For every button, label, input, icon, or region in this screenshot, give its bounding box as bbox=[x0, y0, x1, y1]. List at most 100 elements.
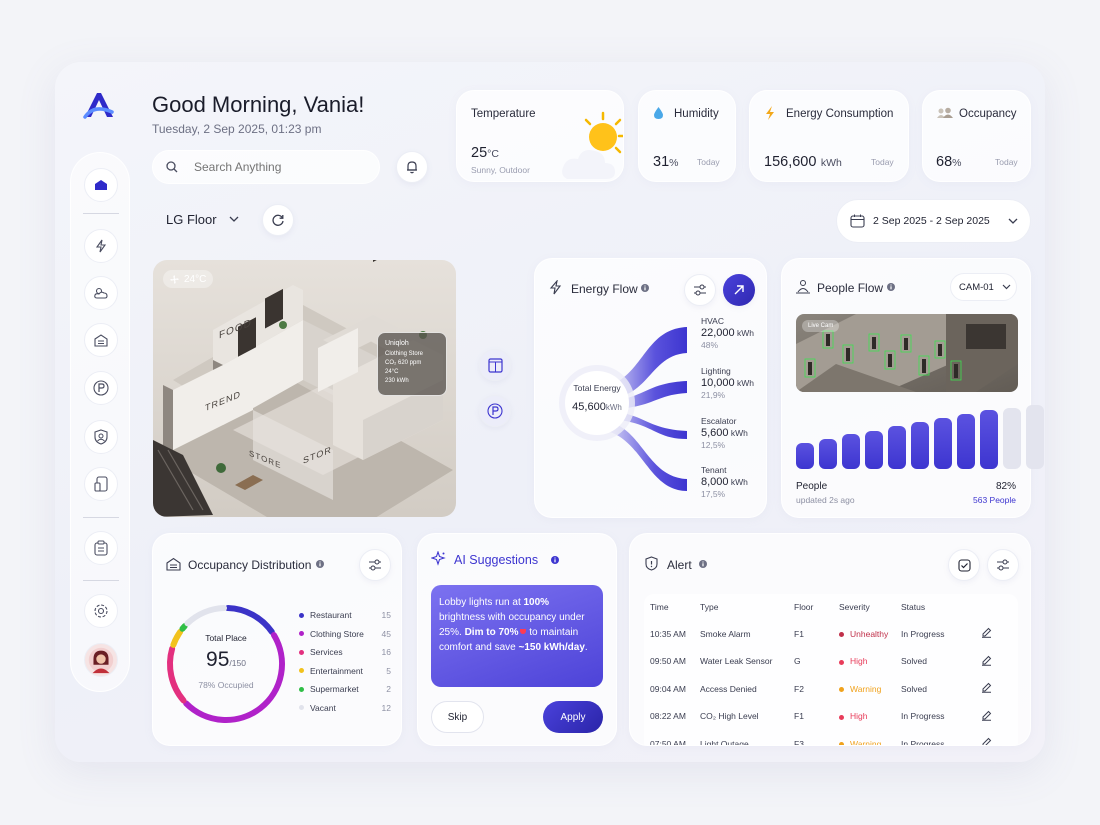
refresh-button[interactable] bbox=[262, 204, 294, 236]
humidity-unit: % bbox=[669, 157, 679, 169]
sidebar-item-security[interactable] bbox=[84, 420, 118, 454]
alert-type: Light Outage bbox=[700, 738, 749, 746]
alert-edit-cell[interactable] bbox=[975, 703, 1018, 731]
temperature-unit: °C bbox=[487, 148, 499, 160]
edit-icon[interactable] bbox=[981, 682, 992, 694]
info-icon bbox=[887, 283, 895, 291]
arrow-up-right-icon bbox=[734, 285, 744, 295]
live-camera-feed[interactable]: Live Cam bbox=[796, 314, 1018, 392]
energy-item-unit: kWh bbox=[730, 477, 748, 487]
checkbox-icon bbox=[957, 558, 971, 572]
sparkle-icon bbox=[431, 551, 446, 566]
store-tooltip[interactable]: Uniqloh Clothing Store CO₂ 620 ppm 24°C … bbox=[377, 332, 447, 396]
map-temp-badge: 24°C bbox=[163, 270, 214, 288]
alert-table-wrap: Time Type Floor Severity Status 10:35 AM Smo… bbox=[644, 594, 1018, 746]
alert-floor: F2 bbox=[794, 683, 804, 694]
edit-icon[interactable] bbox=[981, 655, 992, 666]
temperature-value: 25 bbox=[471, 145, 488, 161]
occupancy-donut-chart bbox=[167, 605, 285, 723]
sidebar-item-reports[interactable] bbox=[84, 531, 118, 565]
floor-map[interactable]: FOOD TREND STORE STOR 24°C Uniqloh Cloth… bbox=[153, 260, 456, 517]
alert-time: 08:22 AM bbox=[650, 711, 686, 722]
refresh-icon bbox=[272, 214, 284, 226]
column-header: Status bbox=[901, 602, 926, 612]
date-time: Tuesday, 2 Sep 2025, 01:23 pm bbox=[152, 122, 322, 136]
avatar[interactable] bbox=[84, 643, 118, 677]
sidebar-item-home[interactable] bbox=[84, 168, 118, 202]
energy-item-value: 5,600 bbox=[701, 427, 729, 439]
humidity-label: Humidity bbox=[674, 108, 719, 120]
people-bar bbox=[1026, 405, 1044, 469]
table-row[interactable]: 09:50 AM Water Leak Sensor G High Solved bbox=[644, 648, 1018, 676]
column-header: Severity bbox=[839, 602, 870, 612]
donut-segment-clothing-store bbox=[183, 632, 285, 723]
alert-check-button[interactable] bbox=[948, 549, 980, 581]
severity-label: Warning bbox=[850, 683, 882, 694]
search-icon bbox=[166, 161, 178, 173]
table-row[interactable]: 09:04 AM Access Denied F2 Warning Solved bbox=[644, 675, 1018, 703]
table-row[interactable]: 08:22 AM CO₂ High Level F1 High In Progr… bbox=[644, 703, 1018, 731]
sidebar-item-weather[interactable] bbox=[84, 276, 118, 310]
floor-select[interactable]: LG Floor bbox=[152, 202, 247, 236]
energy-filter-button[interactable] bbox=[684, 274, 716, 306]
energy-total-value: 45,600 bbox=[572, 401, 606, 413]
alert-edit-cell[interactable] bbox=[975, 620, 1018, 648]
column-header: Time bbox=[650, 602, 669, 612]
building-icon bbox=[94, 334, 108, 347]
people-bar bbox=[819, 439, 837, 469]
notification-button[interactable] bbox=[396, 151, 428, 183]
elevator-icon bbox=[487, 357, 503, 373]
edit-icon[interactable] bbox=[981, 737, 992, 746]
table-row[interactable]: 10:35 AM Smoke Alarm F1 Unhealthy In Pro… bbox=[644, 620, 1018, 648]
camera-select-value: CAM-01 bbox=[959, 281, 994, 293]
date-range-picker[interactable]: 2 Sep 2025 - 2 Sep 2025 bbox=[836, 199, 1031, 243]
view-building-button[interactable] bbox=[479, 349, 511, 381]
alert-type: Access Denied bbox=[700, 683, 757, 694]
legend-dot bbox=[299, 686, 304, 692]
alert-type: Smoke Alarm bbox=[700, 628, 751, 639]
occupancy-value-wrap: 68% bbox=[936, 153, 961, 171]
devices-icon bbox=[94, 476, 108, 492]
alert-floor: G bbox=[794, 656, 801, 667]
edit-icon[interactable] bbox=[981, 627, 992, 639]
alert-edit-cell[interactable] bbox=[975, 675, 1018, 703]
energy-expand-button[interactable] bbox=[723, 274, 755, 306]
table-row[interactable]: 07:50 AM Light Outage F3 Warning In Prog… bbox=[644, 730, 1018, 746]
chevron-down-icon bbox=[1002, 284, 1011, 290]
sidebar-item-energy[interactable] bbox=[84, 229, 118, 263]
legend-item: Entertainment 5 bbox=[299, 662, 391, 680]
energy-item-tenant: Tenant 8,000 kWh 17,5% bbox=[701, 464, 748, 500]
energy-flow-title: Energy Flow bbox=[571, 282, 638, 296]
sidebar-item-settings[interactable] bbox=[84, 594, 118, 628]
search-input[interactable] bbox=[194, 160, 364, 174]
alert-edit-cell[interactable] bbox=[975, 730, 1018, 746]
flow-tenant bbox=[607, 421, 687, 491]
legend-dot bbox=[299, 612, 304, 618]
skip-button[interactable]: Skip bbox=[431, 701, 484, 733]
alert-filter-button[interactable] bbox=[987, 549, 1019, 581]
occupancy-value: 68 bbox=[936, 154, 953, 170]
sidebar-item-parking[interactable] bbox=[84, 371, 118, 405]
sliders-icon bbox=[694, 284, 706, 296]
severity-dot bbox=[839, 632, 844, 637]
edit-icon[interactable] bbox=[981, 710, 992, 721]
energy-item-percent: 48% bbox=[701, 340, 719, 350]
energy-item-percent: 17,5% bbox=[701, 489, 726, 499]
people-bar bbox=[796, 443, 814, 469]
apply-button[interactable]: Apply bbox=[543, 701, 603, 733]
ai-text-3a: 25%. bbox=[439, 627, 465, 638]
alert-edit-cell[interactable] bbox=[975, 648, 1018, 676]
energy-flow-card: Energy Flow Total Energy 45,600kWh HVAC bbox=[534, 258, 767, 518]
people-bar bbox=[911, 422, 929, 469]
search-bar[interactable] bbox=[152, 150, 380, 184]
camera-select[interactable]: CAM-01 bbox=[950, 273, 1017, 301]
sidebar-item-devices[interactable] bbox=[84, 467, 118, 501]
view-parking-button[interactable] bbox=[479, 395, 511, 427]
severity-label: Warning bbox=[850, 738, 882, 746]
energy-sankey bbox=[559, 327, 687, 491]
sidebar-item-building[interactable] bbox=[84, 323, 118, 357]
people-bar bbox=[1003, 408, 1021, 469]
occupancy-dist-title: Occupancy Distribution bbox=[188, 558, 312, 572]
occupancy-filter-button[interactable] bbox=[359, 549, 391, 581]
legend-count: 12 bbox=[381, 702, 391, 713]
